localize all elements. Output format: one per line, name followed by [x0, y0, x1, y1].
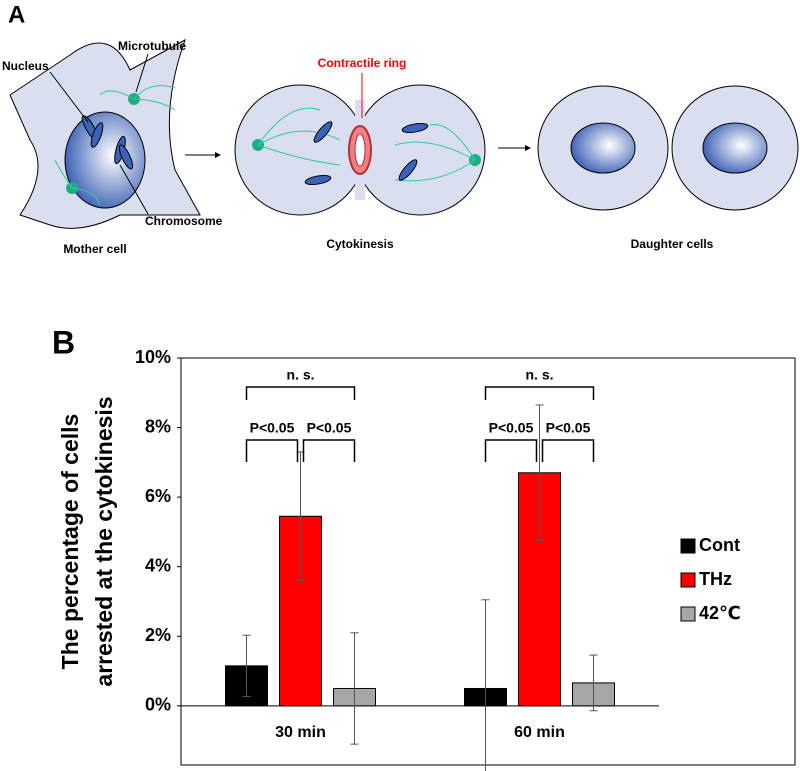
panel-label: B	[52, 324, 75, 360]
y-tick-label: 2%	[145, 625, 171, 645]
legend-swatch	[680, 572, 696, 588]
annotation: n. s.	[525, 367, 553, 383]
chromosome-label: Chromosome	[145, 214, 223, 228]
nucleus-label: Nucleus	[2, 59, 49, 73]
bracket	[484, 439, 538, 462]
annotation: P<0.05	[307, 420, 352, 436]
pointer	[119, 164, 149, 215]
legend-swatch	[680, 606, 696, 622]
contractile-ring-label: Contractile ring	[318, 56, 407, 70]
daughter-cells-label: Daughter cells	[631, 237, 714, 251]
mother-cell	[9, 38, 201, 229]
legend-label: Cont	[699, 535, 740, 555]
y-axis-title: arrested at the cytokinesis	[91, 396, 117, 686]
legend-label: THz	[699, 569, 732, 589]
chart: The percentage of cells arrested at the c…	[57, 347, 741, 771]
bracket	[541, 439, 595, 462]
y-axis-title: The percentage of cells	[57, 414, 83, 670]
x-tick-label: 30 min	[275, 724, 326, 741]
daughter-cells	[537, 85, 799, 211]
annotation: P<0.05	[489, 420, 534, 436]
y-tick-label: 6%	[145, 486, 171, 506]
legend-label: 42℃	[699, 603, 741, 623]
legend-swatch	[680, 538, 696, 554]
microtubule-label: Microtubule	[118, 39, 186, 53]
error-bar	[535, 404, 544, 542]
pointer	[49, 71, 89, 123]
y-tick-label: 0%	[145, 695, 171, 715]
bracket	[245, 439, 299, 462]
x-tick-label: 60 min	[514, 724, 565, 741]
annotation: P<0.05	[546, 420, 591, 436]
bracket	[302, 439, 356, 462]
cytokinesis-cell	[234, 84, 486, 216]
cytokinesis-label: Cytokinesis	[326, 237, 394, 251]
panel-label: A	[8, 1, 25, 28]
annotation: P<0.05	[250, 420, 295, 436]
error-bar	[589, 654, 598, 712]
plot-frame	[180, 357, 796, 766]
mother-cell-label: Mother cell	[63, 242, 126, 256]
error-bar	[481, 599, 490, 771]
error-bar	[350, 632, 359, 745]
arrow-head	[525, 145, 531, 151]
pointer	[135, 53, 149, 93]
bracket	[484, 386, 595, 400]
y-tick-label: 10%	[135, 347, 171, 367]
error-bar	[242, 634, 251, 697]
y-tick-label: 4%	[145, 555, 171, 575]
y-tick-label: 8%	[145, 416, 171, 436]
bracket	[245, 386, 356, 400]
arrow-head	[215, 152, 221, 158]
annotation: n. s.	[286, 367, 314, 383]
